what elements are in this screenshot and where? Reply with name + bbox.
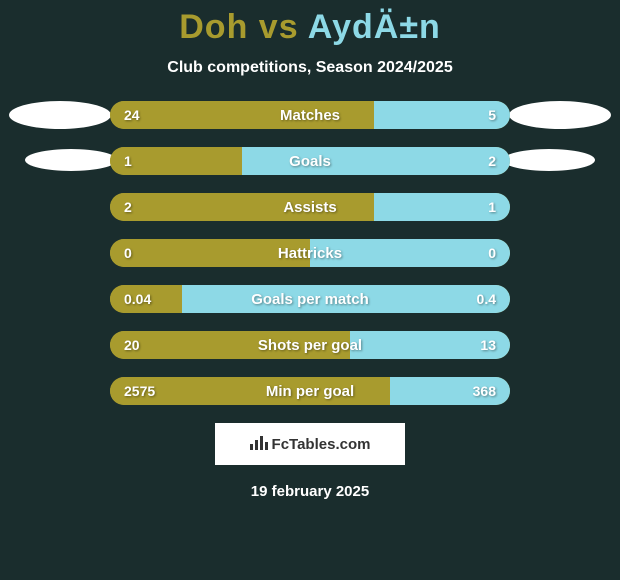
stat-bar-row: 2575368Min per goal xyxy=(110,377,510,405)
subtitle: Club competitions, Season 2024/2025 xyxy=(0,59,620,77)
vs-text: vs xyxy=(248,8,307,46)
bar-label: Assists xyxy=(110,193,510,221)
bar-label: Hattricks xyxy=(110,239,510,267)
player1-avatar-placeholder-2 xyxy=(25,149,117,171)
player2-name: AydÄ±n xyxy=(308,8,441,46)
logo-box[interactable]: FcTables.com xyxy=(215,423,405,465)
logo-text: FcTables.com xyxy=(272,436,371,453)
stat-bar-row: 21Assists xyxy=(110,193,510,221)
stat-bar-row: 2013Shots per goal xyxy=(110,331,510,359)
stat-bar-row: 0.040.4Goals per match xyxy=(110,285,510,313)
stat-bar-row: 00Hattricks xyxy=(110,239,510,267)
chart-area: 245Matches 12Goals 21Assists 00Hattricks 0.0… xyxy=(0,101,620,405)
bar-label: Matches xyxy=(110,101,510,129)
player2-avatar-placeholder-1 xyxy=(509,101,611,129)
bar-label: Shots per goal xyxy=(110,331,510,359)
chart-icon xyxy=(250,434,268,454)
stat-bar-row: 12Goals xyxy=(110,147,510,175)
page-title: Doh vs AydÄ±n xyxy=(0,8,620,47)
player2-avatar-placeholder-2 xyxy=(503,149,595,171)
footer-date: 19 february 2025 xyxy=(0,483,620,500)
bar-label: Goals xyxy=(110,147,510,175)
comparison-widget: Doh vs AydÄ±n Club competitions, Season … xyxy=(0,0,620,580)
bars-container: 245Matches 12Goals 21Assists 00Hattricks 0.0… xyxy=(110,101,510,405)
bar-label: Min per goal xyxy=(110,377,510,405)
player1-name: Doh xyxy=(179,8,248,46)
player1-avatar-placeholder-1 xyxy=(9,101,111,129)
stat-bar-row: 245Matches xyxy=(110,101,510,129)
bar-label: Goals per match xyxy=(110,285,510,313)
